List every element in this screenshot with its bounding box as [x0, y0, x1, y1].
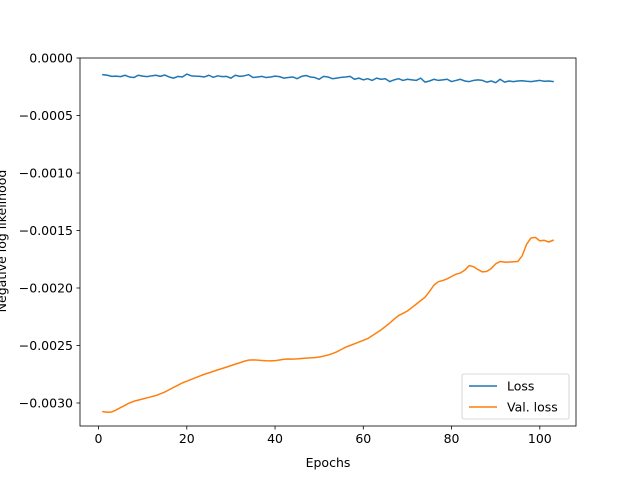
- x-tick-label: 80: [444, 431, 460, 446]
- y-tick-label: −0.0025: [19, 338, 73, 353]
- legend-label: Loss: [507, 379, 534, 394]
- x-tick-label: 0: [95, 431, 103, 446]
- axes-frame: [79, 57, 577, 427]
- legend: Loss Val. loss: [461, 373, 570, 420]
- y-tick-label: −0.0010: [19, 166, 73, 181]
- y-tick-label: 0.0000: [29, 51, 73, 66]
- x-tick-label: 20: [179, 431, 195, 446]
- y-axis-ticks: 0.0000 −0.0005 −0.0010 −0.0015 −0.0020 −0.002…: [19, 51, 80, 411]
- series-line-val-loss: [102, 236, 555, 413]
- x-tick-label: 60: [355, 431, 371, 446]
- y-axis-label: Negative log likelihood: [0, 170, 9, 313]
- y-tick-label: −0.0005: [19, 108, 73, 123]
- series-line-loss: [102, 73, 554, 84]
- x-tick-label: 40: [267, 431, 283, 446]
- x-tick-label: 100: [528, 431, 552, 446]
- y-tick-label: −0.0015: [19, 223, 73, 238]
- plot-area: [79, 57, 577, 427]
- x-axis-ticks: 0 20 40 60 80 100: [95, 426, 552, 446]
- y-tick-label: −0.0030: [19, 396, 73, 411]
- x-axis-label: Epochs: [306, 455, 351, 470]
- y-tick-label: −0.0020: [19, 281, 73, 296]
- legend-label: Val. loss: [507, 400, 558, 415]
